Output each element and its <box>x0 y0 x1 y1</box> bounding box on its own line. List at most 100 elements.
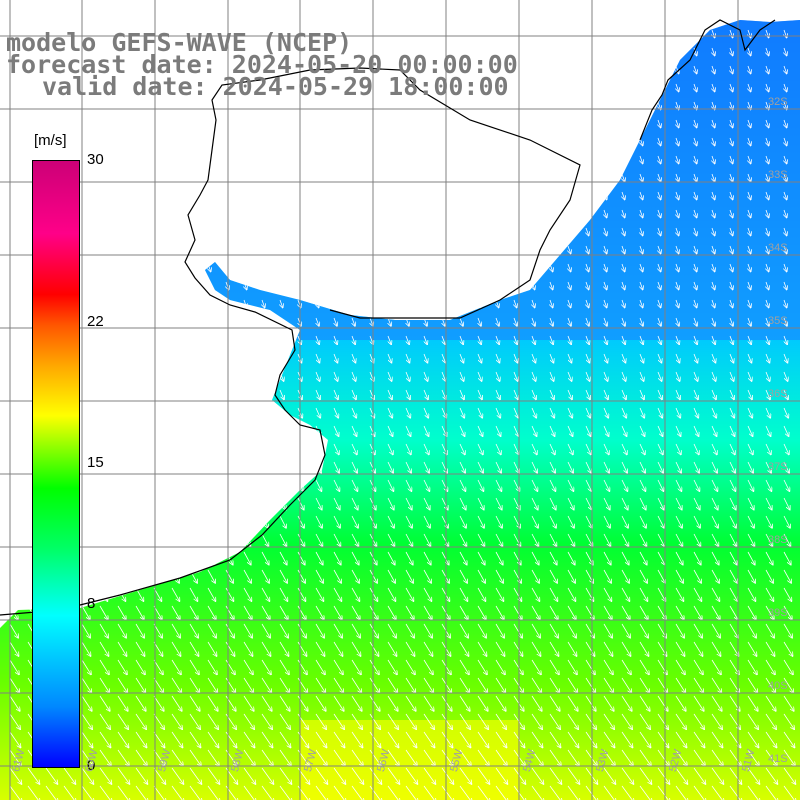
wind-arrow <box>712 317 715 326</box>
wind-arrow <box>100 137 103 146</box>
wind-arrow <box>549 407 554 418</box>
wind-arrow <box>244 335 247 344</box>
wind-arrow <box>333 515 340 528</box>
wind-arrow <box>28 119 31 128</box>
wind-arrow <box>244 263 247 272</box>
wind-arrow <box>748 173 751 182</box>
wind-arrow <box>28 209 31 218</box>
wind-arrow <box>622 65 625 74</box>
wind-arrow <box>730 245 733 254</box>
wind-arrow <box>621 515 628 528</box>
wind-arrow <box>423 443 429 455</box>
wind-arrow <box>243 605 252 620</box>
wind-arrow <box>603 515 610 528</box>
wind-arrow <box>135 623 144 638</box>
wind-arrow <box>711 497 718 510</box>
wind-arrow <box>765 605 774 620</box>
wind-arrow <box>297 569 305 583</box>
wind-arrow <box>766 227 769 236</box>
wind-arrow <box>784 119 787 128</box>
wind-arrow <box>387 371 392 381</box>
wind-arrow <box>81 623 90 638</box>
wind-arrow <box>676 209 679 218</box>
wind-arrow <box>460 299 463 308</box>
wind-arrow <box>351 461 357 473</box>
wind-arrow <box>333 443 339 455</box>
wind-arrow <box>388 263 391 272</box>
wind-arrow <box>549 371 554 381</box>
wind-arrow <box>370 299 373 308</box>
latitude-label: 40S <box>768 680 788 692</box>
wind-arrow <box>604 65 607 74</box>
wind-arrow <box>748 317 751 326</box>
wind-arrow <box>640 155 643 164</box>
wind-arrow <box>693 533 701 546</box>
wind-arrow <box>280 263 283 272</box>
wind-arrow <box>784 227 787 236</box>
wind-arrow <box>567 425 573 436</box>
wind-arrow <box>100 191 103 200</box>
wind-arrow <box>550 137 553 146</box>
wind-arrow <box>784 281 787 290</box>
wind-arrow <box>586 119 589 128</box>
wind-arrow <box>657 551 665 565</box>
wind-arrow <box>657 443 663 455</box>
wind-arrow <box>531 443 537 455</box>
wind-arrow <box>748 47 751 56</box>
wind-arrow <box>9 407 14 418</box>
wind-arrow <box>657 353 662 363</box>
wind-arrow <box>711 479 718 491</box>
wind-arrow <box>496 227 499 236</box>
wind-arrow <box>334 335 337 344</box>
wind-arrow <box>639 551 647 565</box>
wind-arrow <box>765 533 773 546</box>
wind-arrow <box>604 245 607 254</box>
wind-arrow <box>549 353 554 363</box>
wind-arrow <box>405 407 410 418</box>
wind-arrow <box>352 155 355 164</box>
wind-arrow <box>316 119 319 128</box>
latitude-label: 32S <box>768 96 788 108</box>
wind-arrow <box>730 335 733 344</box>
wind-arrow <box>675 515 682 528</box>
wind-arrow <box>28 335 31 344</box>
wind-arrow <box>262 335 265 344</box>
wind-arrow <box>388 101 391 110</box>
wind-arrow <box>207 551 215 565</box>
wind-arrow <box>730 119 733 128</box>
wind-arrow <box>208 317 211 326</box>
wind-arrow <box>208 227 211 236</box>
wind-arrow <box>9 353 14 363</box>
wind-arrow <box>28 101 31 110</box>
wind-arrow <box>568 47 571 56</box>
wind-arrow <box>783 407 788 418</box>
wind-arrow <box>783 623 792 638</box>
wind-arrow <box>352 209 355 218</box>
wind-arrow <box>729 551 737 565</box>
wind-arrow <box>387 569 395 583</box>
wind-arrow <box>208 281 211 290</box>
wind-arrow <box>316 227 319 236</box>
wind-arrow <box>694 173 697 182</box>
wind-arrow <box>190 191 193 200</box>
wind-arrow <box>441 497 448 510</box>
wind-arrow <box>28 83 31 92</box>
wind-arrow <box>712 299 715 308</box>
wind-arrow <box>405 533 413 546</box>
wind-arrow <box>118 335 121 344</box>
wind-arrow <box>189 479 196 491</box>
wind-arrow <box>496 245 499 254</box>
wind-arrow <box>694 263 697 272</box>
wind-arrow <box>783 389 788 399</box>
wind-arrow <box>765 461 771 473</box>
wind-arrow <box>603 587 612 601</box>
wind-arrow <box>765 623 774 638</box>
wind-arrow <box>532 335 535 344</box>
wind-arrow <box>550 245 553 254</box>
wind-arrow <box>279 515 286 528</box>
wind-arrow <box>334 101 337 110</box>
wind-arrow <box>478 227 481 236</box>
wind-arrow <box>676 227 679 236</box>
wind-arrow <box>622 281 625 290</box>
